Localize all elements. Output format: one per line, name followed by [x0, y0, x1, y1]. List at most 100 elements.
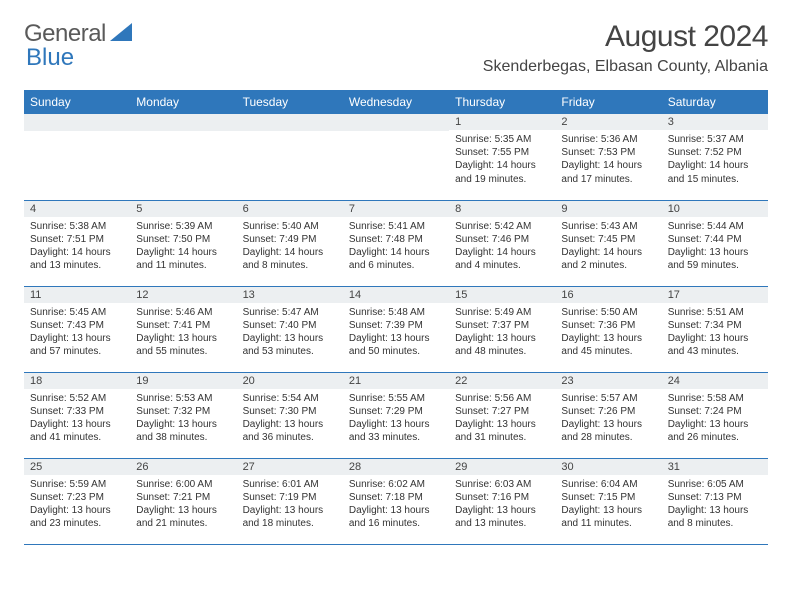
day-number: 2 — [555, 114, 661, 130]
calendar-day-cell: 9Sunrise: 5:43 AMSunset: 7:45 PMDaylight… — [555, 200, 661, 286]
calendar-day-cell: 2Sunrise: 5:36 AMSunset: 7:53 PMDaylight… — [555, 114, 661, 200]
daylight-line: Daylight: 14 hours and 13 minutes. — [30, 246, 124, 272]
weekday-header: Thursday — [449, 90, 555, 114]
sunset-line: Sunset: 7:24 PM — [668, 405, 762, 418]
calendar-empty-cell — [343, 114, 449, 200]
day-number: 12 — [130, 287, 236, 303]
weekday-header: Wednesday — [343, 90, 449, 114]
sunrise-line: Sunrise: 5:41 AM — [349, 220, 443, 233]
calendar-row: 18Sunrise: 5:52 AMSunset: 7:33 PMDayligh… — [24, 372, 768, 458]
calendar-day-cell: 13Sunrise: 5:47 AMSunset: 7:40 PMDayligh… — [237, 286, 343, 372]
calendar-empty-cell — [24, 114, 130, 200]
sunset-line: Sunset: 7:16 PM — [455, 491, 549, 504]
calendar-day-cell: 1Sunrise: 5:35 AMSunset: 7:55 PMDaylight… — [449, 114, 555, 200]
calendar-day-cell: 7Sunrise: 5:41 AMSunset: 7:48 PMDaylight… — [343, 200, 449, 286]
weekday-header: Saturday — [662, 90, 768, 114]
day-number: 11 — [24, 287, 130, 303]
daylight-line: Daylight: 13 hours and 48 minutes. — [455, 332, 549, 358]
calendar-day-cell: 11Sunrise: 5:45 AMSunset: 7:43 PMDayligh… — [24, 286, 130, 372]
day-details: Sunrise: 6:03 AMSunset: 7:16 PMDaylight:… — [449, 475, 555, 535]
daylight-line: Daylight: 13 hours and 36 minutes. — [243, 418, 337, 444]
calendar-day-cell: 27Sunrise: 6:01 AMSunset: 7:19 PMDayligh… — [237, 458, 343, 544]
sunset-line: Sunset: 7:26 PM — [561, 405, 655, 418]
day-number: 18 — [24, 373, 130, 389]
calendar-day-cell: 18Sunrise: 5:52 AMSunset: 7:33 PMDayligh… — [24, 372, 130, 458]
daylight-line: Daylight: 14 hours and 17 minutes. — [561, 159, 655, 185]
calendar-day-cell: 29Sunrise: 6:03 AMSunset: 7:16 PMDayligh… — [449, 458, 555, 544]
calendar-empty-cell — [130, 114, 236, 200]
day-details: Sunrise: 5:53 AMSunset: 7:32 PMDaylight:… — [130, 389, 236, 449]
calendar-day-cell: 20Sunrise: 5:54 AMSunset: 7:30 PMDayligh… — [237, 372, 343, 458]
sunset-line: Sunset: 7:34 PM — [668, 319, 762, 332]
calendar-day-cell: 5Sunrise: 5:39 AMSunset: 7:50 PMDaylight… — [130, 200, 236, 286]
calendar-day-cell: 22Sunrise: 5:56 AMSunset: 7:27 PMDayligh… — [449, 372, 555, 458]
sunset-line: Sunset: 7:32 PM — [136, 405, 230, 418]
daylight-line: Daylight: 13 hours and 43 minutes. — [668, 332, 762, 358]
day-number: 28 — [343, 459, 449, 475]
daylight-line: Daylight: 13 hours and 11 minutes. — [561, 504, 655, 530]
sunrise-line: Sunrise: 5:52 AM — [30, 392, 124, 405]
daylight-line: Daylight: 13 hours and 23 minutes. — [30, 504, 124, 530]
daylight-line: Daylight: 13 hours and 50 minutes. — [349, 332, 443, 358]
daylight-line: Daylight: 13 hours and 53 minutes. — [243, 332, 337, 358]
day-number: 14 — [343, 287, 449, 303]
month-title: August 2024 — [483, 20, 768, 54]
sunset-line: Sunset: 7:21 PM — [136, 491, 230, 504]
sunrise-line: Sunrise: 5:55 AM — [349, 392, 443, 405]
sunset-line: Sunset: 7:50 PM — [136, 233, 230, 246]
day-details: Sunrise: 5:44 AMSunset: 7:44 PMDaylight:… — [662, 217, 768, 277]
sunset-line: Sunset: 7:44 PM — [668, 233, 762, 246]
calendar-day-cell: 28Sunrise: 6:02 AMSunset: 7:18 PMDayligh… — [343, 458, 449, 544]
day-number: 27 — [237, 459, 343, 475]
sunset-line: Sunset: 7:37 PM — [455, 319, 549, 332]
day-number: 24 — [662, 373, 768, 389]
sunrise-line: Sunrise: 5:53 AM — [136, 392, 230, 405]
sunset-line: Sunset: 7:13 PM — [668, 491, 762, 504]
day-details: Sunrise: 5:49 AMSunset: 7:37 PMDaylight:… — [449, 303, 555, 363]
weekday-header: Friday — [555, 90, 661, 114]
calendar-row: 25Sunrise: 5:59 AMSunset: 7:23 PMDayligh… — [24, 458, 768, 544]
calendar-row: 4Sunrise: 5:38 AMSunset: 7:51 PMDaylight… — [24, 200, 768, 286]
daylight-line: Daylight: 14 hours and 2 minutes. — [561, 246, 655, 272]
day-details: Sunrise: 5:37 AMSunset: 7:52 PMDaylight:… — [662, 130, 768, 190]
sunrise-line: Sunrise: 5:37 AM — [668, 133, 762, 146]
daylight-line: Daylight: 13 hours and 18 minutes. — [243, 504, 337, 530]
day-number: 29 — [449, 459, 555, 475]
calendar-day-cell: 16Sunrise: 5:50 AMSunset: 7:36 PMDayligh… — [555, 286, 661, 372]
location-text: Skenderbegas, Elbasan County, Albania — [483, 58, 768, 76]
day-number: 5 — [130, 201, 236, 217]
day-number: 23 — [555, 373, 661, 389]
day-number: 3 — [662, 114, 768, 130]
daylight-line: Daylight: 13 hours and 55 minutes. — [136, 332, 230, 358]
daylight-line: Daylight: 13 hours and 33 minutes. — [349, 418, 443, 444]
sunset-line: Sunset: 7:45 PM — [561, 233, 655, 246]
sunrise-line: Sunrise: 5:54 AM — [243, 392, 337, 405]
day-details: Sunrise: 5:57 AMSunset: 7:26 PMDaylight:… — [555, 389, 661, 449]
calendar-body: 1Sunrise: 5:35 AMSunset: 7:55 PMDaylight… — [24, 114, 768, 544]
daylight-line: Daylight: 14 hours and 4 minutes. — [455, 246, 549, 272]
calendar-day-cell: 24Sunrise: 5:58 AMSunset: 7:24 PMDayligh… — [662, 372, 768, 458]
day-number: 21 — [343, 373, 449, 389]
calendar-day-cell: 14Sunrise: 5:48 AMSunset: 7:39 PMDayligh… — [343, 286, 449, 372]
daylight-line: Daylight: 14 hours and 11 minutes. — [136, 246, 230, 272]
sunset-line: Sunset: 7:48 PM — [349, 233, 443, 246]
day-details: Sunrise: 5:35 AMSunset: 7:55 PMDaylight:… — [449, 130, 555, 190]
day-details: Sunrise: 5:40 AMSunset: 7:49 PMDaylight:… — [237, 217, 343, 277]
day-details: Sunrise: 6:05 AMSunset: 7:13 PMDaylight:… — [662, 475, 768, 535]
day-details: Sunrise: 5:51 AMSunset: 7:34 PMDaylight:… — [662, 303, 768, 363]
day-number: 7 — [343, 201, 449, 217]
day-details: Sunrise: 5:50 AMSunset: 7:36 PMDaylight:… — [555, 303, 661, 363]
sunrise-line: Sunrise: 6:00 AM — [136, 478, 230, 491]
sunrise-line: Sunrise: 5:45 AM — [30, 306, 124, 319]
day-number: 17 — [662, 287, 768, 303]
calendar-day-cell: 10Sunrise: 5:44 AMSunset: 7:44 PMDayligh… — [662, 200, 768, 286]
sunrise-line: Sunrise: 5:59 AM — [30, 478, 124, 491]
calendar-empty-cell — [237, 114, 343, 200]
sunrise-line: Sunrise: 5:58 AM — [668, 392, 762, 405]
day-details: Sunrise: 5:36 AMSunset: 7:53 PMDaylight:… — [555, 130, 661, 190]
calendar-header-row: SundayMondayTuesdayWednesdayThursdayFrid… — [24, 90, 768, 114]
sunset-line: Sunset: 7:52 PM — [668, 146, 762, 159]
sunset-line: Sunset: 7:41 PM — [136, 319, 230, 332]
sunset-line: Sunset: 7:49 PM — [243, 233, 337, 246]
day-details: Sunrise: 5:48 AMSunset: 7:39 PMDaylight:… — [343, 303, 449, 363]
